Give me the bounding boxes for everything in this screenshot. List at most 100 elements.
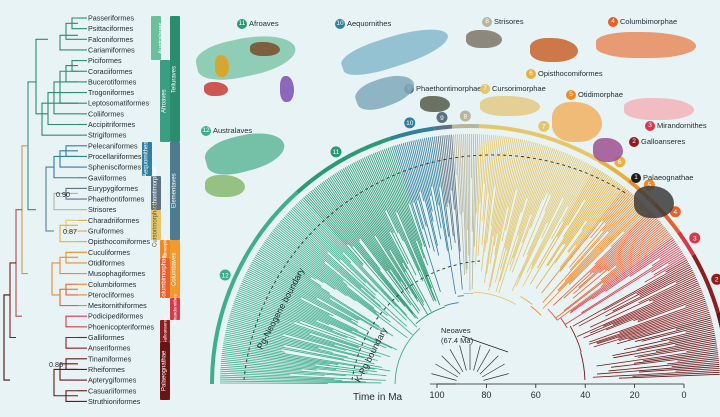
tree-tip-branch <box>675 336 716 346</box>
tree-tip-branch <box>439 135 449 203</box>
axis-tick-label: 100 <box>429 390 444 400</box>
tree-tip-branch <box>577 282 699 337</box>
clado-branch <box>65 315 78 328</box>
tree-tip-branch <box>541 159 581 239</box>
tree-tip-branch <box>511 150 559 273</box>
tree-tip-branch <box>589 213 654 273</box>
tree-tip-branch <box>246 272 334 317</box>
tree-tip-branch <box>633 352 719 364</box>
australaves-band-label: Australaves <box>158 22 165 54</box>
tree-tip-branch <box>542 203 644 309</box>
tree-tip-branch <box>634 342 717 358</box>
tree-tip-branch <box>353 162 391 233</box>
order-cladogram <box>3 17 78 402</box>
tree-tip-branch <box>382 149 417 241</box>
clado-branch <box>53 81 78 115</box>
tree-tip-branch <box>400 143 418 201</box>
tree-tip-branch <box>220 374 335 380</box>
tree-tip-branch <box>602 232 670 284</box>
tree-tip-branch <box>599 220 660 274</box>
afroaves-band <box>160 60 170 142</box>
tree-tip-branch <box>412 140 438 246</box>
tree-tip-branch <box>253 258 360 321</box>
tree-tip-branch <box>567 182 619 253</box>
tree-tip-branch <box>329 176 402 282</box>
tree-arc-branch <box>457 295 464 297</box>
tree-tip-branch <box>362 158 399 234</box>
tree-tip-branch <box>385 148 429 266</box>
tree-tip-branch <box>226 327 333 353</box>
tree-tip-branch <box>591 240 676 300</box>
tree-tip-branch <box>600 228 667 281</box>
tree-tip-branch <box>495 143 539 293</box>
tree-tip-branch <box>443 135 456 244</box>
tree-tip-branch <box>494 135 502 187</box>
tree-tip-branch <box>602 284 700 327</box>
tree-tip-branch <box>652 280 698 302</box>
tree-tip-branch <box>220 368 325 376</box>
clade-badge-number: 12 <box>222 272 230 279</box>
order-label: Gaviiformes <box>88 173 127 182</box>
tree-tip-branch <box>562 160 583 199</box>
tree-tip-branch <box>283 216 376 299</box>
order-label: Phoenicopteriformes <box>88 322 154 331</box>
tree-tip-branch <box>264 241 324 284</box>
clado-branch <box>59 256 78 275</box>
clado-branch <box>59 363 78 381</box>
clado-branch <box>47 92 78 126</box>
clado-branch <box>21 145 28 275</box>
tree-tip-branch <box>675 319 712 330</box>
support-value: 0.86 <box>49 360 63 369</box>
tree-tip-branch <box>557 235 672 321</box>
tree-tip-branch <box>223 343 391 372</box>
afroaves-band-label: Afroaves <box>161 89 168 113</box>
tree-tip-branch <box>509 148 554 272</box>
columbaves-band-label: Columbaves <box>171 252 178 286</box>
order-label: Apterygiformes <box>88 376 137 385</box>
tree-tip-branch <box>612 334 716 357</box>
galloanseres-band-label: Galloanseres <box>162 317 168 345</box>
pg-neogene-boundary-line <box>243 154 628 381</box>
tree-tip-branch <box>313 188 419 319</box>
tree-tip-branch <box>260 246 322 287</box>
tree-tip-branch <box>391 146 426 248</box>
clade-badge-number: 8 <box>464 113 468 120</box>
tree-tip-branch <box>249 265 352 321</box>
tree-tip-branch <box>290 209 366 284</box>
clado-branch <box>3 294 10 381</box>
time-axis-ticks: 100 80 60 40 20 0 <box>429 384 687 400</box>
tree-tip-branch <box>481 135 496 272</box>
tree-tip-branch <box>633 293 704 321</box>
tree-tip-branch <box>222 347 339 365</box>
tree-tip-branch <box>339 170 429 315</box>
cursorimorphae-band-label: Cursorimorphae <box>152 203 159 247</box>
columbimorphae-band-label: Columbimorphae <box>161 255 168 301</box>
tree-tip-branch <box>250 263 359 323</box>
clado-branch <box>35 38 48 115</box>
tree-tip-branch <box>220 372 386 381</box>
axis-tick-label: 0 <box>681 390 686 400</box>
tree-tip-branch <box>266 238 347 297</box>
tree-tip-branch <box>479 134 485 204</box>
tree-tip-branch <box>637 296 705 323</box>
order-label: Phaethontiformes <box>88 195 145 204</box>
tree-tip-branch <box>526 144 545 199</box>
tree-tip-branch <box>271 231 377 313</box>
tree-tip-branch <box>383 148 425 259</box>
tree-tip-branch <box>544 154 570 212</box>
clado-branch <box>59 34 78 51</box>
columbimorphae-illustration <box>596 32 696 58</box>
tree-arc-branch <box>520 296 533 305</box>
tree-tip-branch <box>367 155 420 271</box>
clade-badge <box>404 117 416 129</box>
clade-label-aequornithes: 10 Aequornithes <box>335 19 392 30</box>
tree-tip-branch <box>549 153 569 196</box>
tree-tip-branch <box>482 134 490 221</box>
tree-tip-branch <box>685 298 706 307</box>
tree-tip-branch <box>220 364 362 377</box>
clade-label-palaeognathae: 1 Palaeognathae <box>631 173 693 184</box>
tree-tip-branch <box>619 302 707 334</box>
tree-tip-branch <box>371 154 397 213</box>
tree-arc-branch <box>547 308 558 321</box>
